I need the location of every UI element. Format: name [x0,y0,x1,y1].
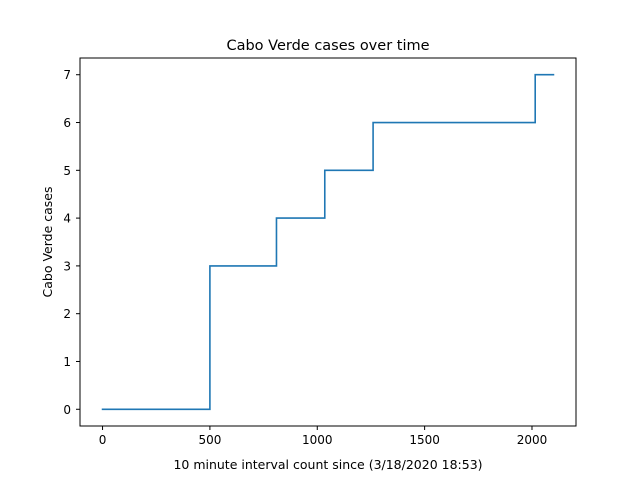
chart-title: Cabo Verde cases over time [226,38,429,54]
plot-area [79,57,577,427]
series-layer [101,73,555,411]
y-tick-label: 7 [63,68,71,82]
axes-frame [79,57,577,427]
y-tick-label: 6 [63,116,71,130]
series-line-0 [101,73,555,411]
y-tick-label: 1 [63,355,71,369]
x-axis-ticks: 0 500 1000 1500 2000 [99,426,548,447]
y-tick-label: 5 [63,164,71,178]
y-tick-label: 0 [63,403,71,417]
x-tick-label: 500 [198,433,221,447]
y-axis-label: Cabo Verde cases [40,187,55,298]
y-axis-ticks: 0 1 2 3 4 5 6 7 [63,68,80,417]
x-tick-label: 1500 [409,433,440,447]
x-tick-label: 0 [99,433,107,447]
y-tick-label: 4 [63,212,71,226]
x-axis-label: 10 minute interval count since (3/18/202… [173,457,482,472]
x-tick-label: 2000 [517,433,548,447]
x-tick-label: 1000 [302,433,333,447]
y-tick-label: 2 [63,307,71,321]
y-tick-label: 3 [63,259,71,273]
